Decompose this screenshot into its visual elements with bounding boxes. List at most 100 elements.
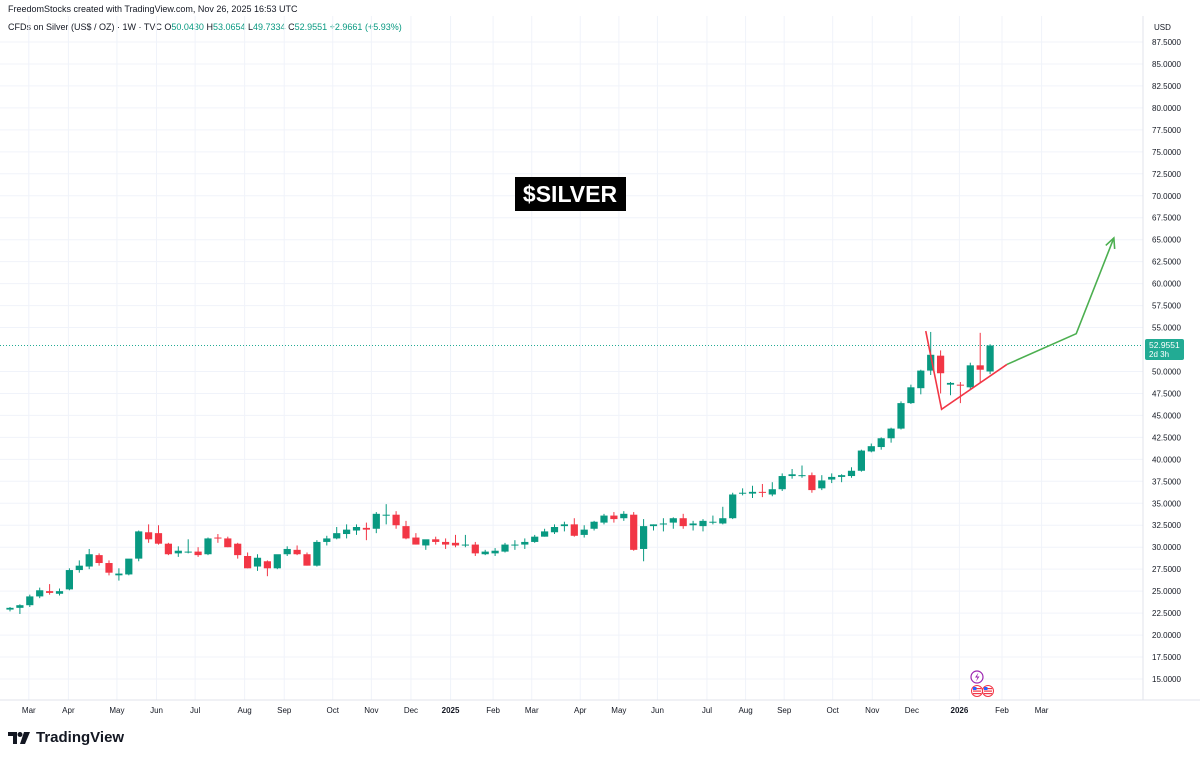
candle-body bbox=[818, 480, 826, 489]
high-label: H bbox=[206, 22, 213, 32]
price-tick-label: 15.0000 bbox=[1152, 675, 1181, 684]
price-tick-label: 30.0000 bbox=[1152, 543, 1181, 552]
tradingview-logo-icon bbox=[8, 731, 30, 744]
candle-body bbox=[253, 557, 262, 567]
candle-body bbox=[283, 548, 291, 555]
candle-body bbox=[46, 591, 54, 593]
price-tick-label: 47.5000 bbox=[1152, 389, 1181, 398]
candle-body bbox=[461, 544, 469, 546]
chart-grid bbox=[0, 16, 1143, 700]
candle-body bbox=[244, 555, 252, 569]
candle-body bbox=[293, 549, 301, 555]
price-tick-label: 72.5000 bbox=[1152, 170, 1181, 179]
time-tick-label: Mar bbox=[22, 706, 36, 715]
candle-body bbox=[115, 573, 123, 576]
candle-body bbox=[471, 544, 479, 554]
candle-body bbox=[768, 489, 776, 495]
time-tick-label: Sep bbox=[277, 706, 292, 715]
price-tick-label: 55.0000 bbox=[1152, 324, 1181, 333]
candle-body bbox=[36, 590, 44, 597]
candle-body bbox=[343, 529, 351, 535]
candle-body bbox=[26, 596, 34, 606]
candle-body bbox=[649, 524, 658, 527]
candle-body bbox=[55, 591, 64, 594]
time-axis[interactable]: Mar Apr May Jun Jul Aug Sep Oct Nov Dec 2025 Feb Mar… bbox=[22, 706, 1049, 715]
last-price-value: 52.9551 bbox=[1149, 340, 1180, 350]
price-tick-label: 75.0000 bbox=[1152, 148, 1181, 157]
price-axis[interactable]: 87.5000 85.0000 82.5000 80.0000 77.5000 75.00… bbox=[1152, 38, 1181, 684]
price-tick-label: 42.5000 bbox=[1152, 433, 1181, 442]
price-tick-label: 35.0000 bbox=[1152, 499, 1181, 508]
price-tick-label: 80.0000 bbox=[1152, 104, 1181, 113]
dividend-icon[interactable] bbox=[970, 670, 984, 684]
candle-body bbox=[739, 492, 747, 494]
time-tick-label: Jul bbox=[190, 706, 200, 715]
time-tick-label: Dec bbox=[905, 706, 919, 715]
candle-body bbox=[194, 551, 202, 556]
us-flag-icon[interactable] bbox=[971, 685, 994, 697]
candle-body bbox=[778, 476, 786, 490]
price-tick-label: 87.5000 bbox=[1152, 38, 1181, 47]
candle-body bbox=[828, 476, 836, 480]
candle-body bbox=[847, 470, 856, 477]
time-tick-label: Oct bbox=[826, 706, 839, 715]
candle-body bbox=[719, 518, 727, 524]
price-tick-label: 40.0000 bbox=[1152, 455, 1181, 464]
candle-body bbox=[867, 446, 875, 452]
candle-body bbox=[976, 365, 984, 370]
candle-body bbox=[392, 514, 400, 526]
title-annotation[interactable]: $SILVER bbox=[515, 177, 626, 211]
candle-body bbox=[729, 494, 737, 519]
candle-body bbox=[887, 428, 895, 439]
candle-body bbox=[481, 551, 489, 555]
time-tick-label: Mar bbox=[1035, 706, 1049, 715]
projection-arrow bbox=[1006, 237, 1115, 366]
candle-body bbox=[273, 554, 281, 569]
candle-body bbox=[234, 543, 242, 556]
candle-body bbox=[204, 538, 212, 555]
time-tick-label: Jun bbox=[150, 706, 163, 715]
candle-body bbox=[917, 370, 925, 389]
price-tick-label: 70.0000 bbox=[1152, 192, 1181, 201]
candle-body bbox=[323, 538, 331, 542]
time-tick-label: Feb bbox=[486, 706, 500, 715]
time-tick-label: Aug bbox=[238, 706, 252, 715]
triangle-pattern bbox=[924, 330, 1008, 411]
time-tick-label: Apr bbox=[574, 706, 587, 715]
candle-body bbox=[986, 345, 994, 372]
symbol-name[interactable]: CFDs on Silver (US$ / OZ) · 1W · TVC bbox=[8, 22, 162, 32]
price-tick-label: 17.5000 bbox=[1152, 653, 1181, 662]
candle-body bbox=[956, 384, 964, 386]
open-value: 50.0430 bbox=[171, 22, 204, 32]
tradingview-brand: TradingView bbox=[36, 729, 125, 746]
close-label: C bbox=[288, 22, 295, 32]
candle-body bbox=[640, 526, 648, 549]
candle-body bbox=[303, 554, 311, 566]
time-tick-label: May bbox=[611, 706, 626, 715]
candle-body bbox=[877, 438, 885, 448]
candle-body bbox=[679, 518, 687, 527]
price-tick-label: 20.0000 bbox=[1152, 631, 1181, 640]
time-tick-label: Dec bbox=[404, 706, 418, 715]
candle-body bbox=[748, 491, 757, 494]
low-label: L bbox=[248, 22, 254, 32]
candle-body bbox=[669, 518, 677, 523]
price-tick-label: 67.5000 bbox=[1152, 214, 1181, 223]
price-tick-label: 37.5000 bbox=[1152, 477, 1181, 486]
candle-body bbox=[630, 514, 638, 550]
price-tick-label: 57.5000 bbox=[1152, 302, 1181, 311]
symbol-legend: CFDs on Silver (US$ / OZ) · 1W · TVC O50… bbox=[8, 22, 402, 32]
tradingview-logo[interactable]: TradingView bbox=[8, 729, 124, 746]
candle-body bbox=[95, 555, 103, 564]
title-annotation-text: $SILVER bbox=[523, 181, 618, 207]
currency-label: USD bbox=[1154, 23, 1171, 32]
chart-credit: FreedomStocks created with TradingView.c… bbox=[8, 4, 298, 14]
time-tick-label: 2025 bbox=[442, 706, 460, 715]
candle-body bbox=[135, 531, 143, 559]
candle-body bbox=[224, 538, 232, 548]
candle-body bbox=[65, 570, 73, 590]
candle-body bbox=[937, 355, 945, 374]
time-tick-label: Jun bbox=[651, 706, 664, 715]
candle-body bbox=[689, 523, 697, 526]
